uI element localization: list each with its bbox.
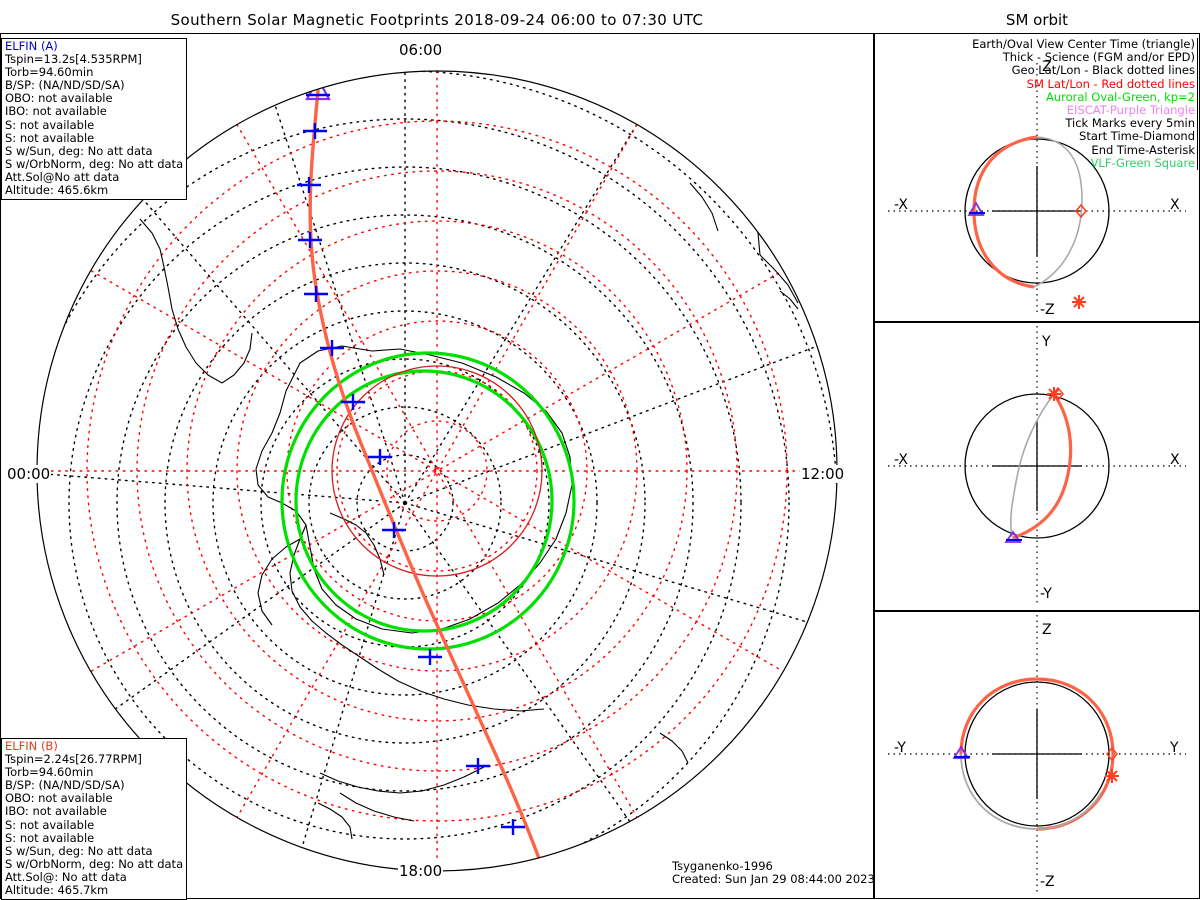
orbit-track-gray-yz: [960, 753, 1102, 830]
elfin-a-line: Tspin=13.2s[4.535RPM]: [5, 52, 142, 67]
elfin-a-line: B/SP: (NA/ND/SD/SA): [5, 78, 125, 93]
credits-block: Tsyganenko-1996 Created: Sun Jan 29 08:4…: [672, 859, 875, 887]
elfin-b-line: OBO: not available: [5, 791, 113, 806]
elfin-b-name: ELFIN (B): [5, 739, 58, 753]
earth-circle-xy: [964, 393, 1110, 539]
footprint-track: [308, 89, 550, 871]
legend-item: EISCAT-Purple Triangle: [1066, 103, 1195, 118]
orbit-track-yz: [959, 677, 1115, 831]
legend-item: Start Time-Diamond: [1079, 129, 1195, 144]
end-time-asterisk: [546, 869, 550, 871]
elfin-b-line: S: not available: [5, 817, 95, 832]
sm-orbit-title: SM orbit: [1005, 11, 1069, 29]
xy-label-x: X: [1170, 452, 1180, 468]
yz-label-neg-z: -Z: [1040, 874, 1055, 890]
elfin-b-line: IBO: not available: [5, 804, 107, 819]
elfin-a-line: OBO: not available: [5, 91, 113, 106]
main-plot-frame: [0, 33, 874, 899]
start-diamond-yz-icon: [1106, 746, 1118, 762]
mlt-label-left: 00:00: [6, 465, 52, 483]
orbit-panel-xy: -X X Y -Y: [888, 326, 1186, 606]
page-title: Southern Solar Magnetic Footprints 2018-…: [170, 11, 704, 29]
elfin-a-line: Torb=94.60min: [5, 65, 94, 80]
xy-label-y: Y: [1041, 334, 1051, 350]
legend-item: Auroral Oval-Green, kp=2: [1045, 89, 1195, 104]
elfin-b-line: B/SP: (NA/ND/SD/SA): [5, 778, 125, 793]
auroral-oval: [280, 351, 576, 651]
elfin-a-info-panel: ELFIN (A) Tspin=13.2s[4.535RPM] Torb=94.…: [1, 38, 188, 201]
end-asterisk-xy-icon: [1047, 387, 1061, 401]
xz-axis-solid: [992, 166, 1082, 256]
mlt-label-top: 06:00: [398, 41, 444, 59]
elfin-b-line: Att.Sol@: No att data: [5, 869, 127, 884]
sm-latitude-circles: [86, 120, 788, 822]
elfin-b-info-panel: ELFIN (B) Tspin=2.24s[26.77RPM] Torb=94.…: [1, 738, 188, 900]
inner-sm-circle: [331, 365, 543, 577]
mlt-label-right: 12:00: [800, 465, 846, 483]
map-legend: Earth/Oval View Center Time (triangle) T…: [875, 37, 1198, 171]
xz-label-z: Z: [1042, 59, 1052, 75]
elfin-b-line: S w/Sun, deg: No att data: [5, 843, 153, 858]
xy-label-neg-x: -X: [894, 452, 908, 468]
yz-label-neg-y: -Y: [894, 740, 906, 756]
model-name: Tsyganenko-1996: [672, 859, 773, 873]
end-asterisk-xz-icon: [1072, 295, 1086, 309]
legend-item: VLF-Green Square: [1090, 155, 1195, 170]
orbit-track-xz: [972, 135, 1038, 289]
end-asterisk-yz-icon: [1105, 769, 1119, 783]
elfin-a-line: S: not available: [5, 117, 95, 132]
orbit-panel-yz: -Y Y Z -Z: [888, 615, 1186, 894]
tick-marks: [297, 123, 525, 835]
legend-item: Earth/Oval View Center Time (triangle): [972, 37, 1195, 51]
eiscat-triangle-xy-icon: [1004, 530, 1022, 543]
elfin-a-line: S w/OrbNorm, deg: No att data: [5, 156, 184, 171]
elfin-a-line: IBO: not available: [5, 104, 107, 119]
xy-axis-solid: [992, 421, 1082, 511]
elfin-b-line: S w/OrbNorm, deg: No att data: [5, 856, 184, 871]
elfin-a-name: ELFIN (A): [5, 39, 58, 53]
yz-label-y: Y: [1169, 740, 1179, 756]
elfin-a-line: S: not available: [5, 130, 95, 145]
eiscat-triangle-xz-icon: [967, 201, 985, 216]
orbit-track-gray-xy: [1009, 393, 1055, 539]
elfin-a-line: Att.Sol@No att data: [5, 169, 120, 184]
xz-label-neg-z: -Z: [1040, 302, 1055, 318]
legend-item: Thick - Science (FGM and/or EPD): [1002, 50, 1195, 65]
elfin-b-line: Torb=94.60min: [5, 765, 94, 780]
yz-label-z: Z: [1042, 622, 1052, 638]
start-diamond-xz-icon: [1074, 203, 1088, 219]
yz-axis-solid: [992, 709, 1082, 799]
xz-label-x: X: [1170, 197, 1180, 213]
xy-label-neg-y: -Y: [1040, 586, 1052, 602]
elfin-a-line: Altitude: 465.6km: [5, 183, 109, 198]
elfin-b-line: Tspin=2.24s[26.77RPM]: [5, 752, 142, 767]
legend-item: Geo Lat/Lon - Black dotted lines: [1011, 63, 1195, 78]
elfin-a-line: S w/Sun, deg: No att data: [5, 143, 153, 158]
legend-item: End Time-Asterisk: [1091, 142, 1195, 157]
elfin-b-line: Altitude: 465.7km: [5, 883, 109, 898]
mlt-label-bottom: 18:00: [398, 862, 444, 880]
coastline-paths: [139, 92, 829, 871]
orbit-track-xy: [1012, 393, 1073, 540]
orbit-panel-xz: -X X Z -Z: [888, 59, 1186, 318]
legend-item: SM Lat/Lon - Red dotted lines: [1026, 76, 1195, 91]
legend-item: Tick Marks every 5min: [1065, 116, 1195, 131]
earth-circle-xz: [964, 138, 1110, 284]
created-timestamp: Created: Sun Jan 29 08:44:00 2023: [672, 872, 875, 887]
polar-footprint-map: [36, 70, 838, 872]
orbit-track-gray-xz: [1033, 136, 1083, 288]
elfin-b-line: S: not available: [5, 830, 95, 845]
xz-label-neg-x: -X: [894, 197, 908, 213]
